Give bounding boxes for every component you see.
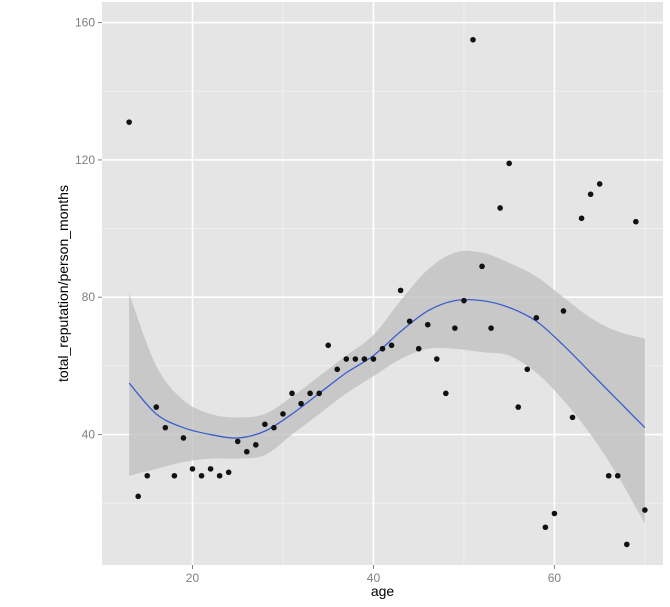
data-point	[569, 414, 576, 421]
data-point	[144, 472, 151, 479]
data-point	[280, 411, 286, 417]
data-point	[198, 472, 205, 479]
data-point	[271, 424, 277, 431]
data-point	[307, 390, 313, 397]
confidence-ribbon	[129, 250, 645, 524]
data-point	[207, 466, 214, 472]
data-point	[560, 308, 567, 314]
data-point	[234, 438, 241, 445]
data-point	[542, 524, 549, 531]
data-point	[506, 160, 512, 167]
y-tick-label: 40	[82, 428, 96, 442]
smooth-line	[128, 298, 646, 439]
data-point	[162, 424, 169, 431]
data-point	[605, 472, 612, 479]
data-point	[180, 435, 187, 441]
data-point	[397, 287, 404, 294]
data-point	[262, 421, 268, 428]
data-points	[126, 36, 648, 548]
data-point	[298, 400, 304, 407]
data-point	[352, 356, 359, 362]
data-point	[587, 191, 594, 198]
data-point	[578, 215, 585, 222]
data-point	[624, 541, 630, 548]
data-point	[461, 297, 467, 304]
data-point	[171, 472, 178, 479]
data-point	[253, 442, 259, 448]
data-point	[515, 404, 522, 410]
x-tick-label: 20	[186, 571, 200, 585]
data-point	[415, 345, 422, 352]
data-point	[424, 321, 431, 328]
y-tick-label: 80	[82, 290, 96, 304]
data-point	[289, 390, 295, 397]
data-point	[126, 119, 132, 125]
data-point	[388, 342, 395, 349]
data-point	[479, 263, 485, 270]
x-tick-label: 40	[367, 571, 381, 585]
y-tick-label: 160	[75, 16, 95, 30]
data-point	[153, 404, 160, 410]
data-point	[470, 36, 476, 43]
x-tick-label: 60	[548, 571, 562, 585]
data-point	[533, 315, 540, 321]
data-point	[334, 366, 341, 373]
data-point	[488, 325, 494, 331]
data-point	[361, 356, 368, 362]
data-point	[225, 469, 232, 476]
data-point	[433, 356, 440, 362]
data-point	[443, 390, 449, 397]
data-point	[642, 507, 648, 513]
data-point	[379, 345, 386, 352]
data-point	[406, 318, 413, 325]
data-point	[614, 472, 621, 479]
data-point	[633, 218, 639, 225]
data-point	[497, 205, 503, 211]
y-axis-title: total_reputation/person_months	[55, 185, 71, 382]
x-axis-ticks: 20 40 60	[186, 565, 562, 585]
x-axis-title: age	[371, 583, 395, 599]
data-point	[216, 472, 223, 479]
data-point	[316, 390, 322, 397]
plot-panel	[102, 2, 663, 565]
data-point	[596, 181, 603, 187]
data-point	[343, 356, 350, 362]
data-point	[189, 466, 196, 472]
data-point	[452, 325, 458, 331]
data-point	[243, 448, 250, 455]
y-axis-ticks: 40 80 120 160	[75, 16, 102, 442]
y-tick-label: 120	[75, 153, 95, 167]
data-point	[370, 356, 377, 362]
data-point	[135, 493, 141, 500]
data-point	[325, 342, 332, 349]
data-point	[551, 510, 558, 517]
data-point	[524, 366, 531, 373]
